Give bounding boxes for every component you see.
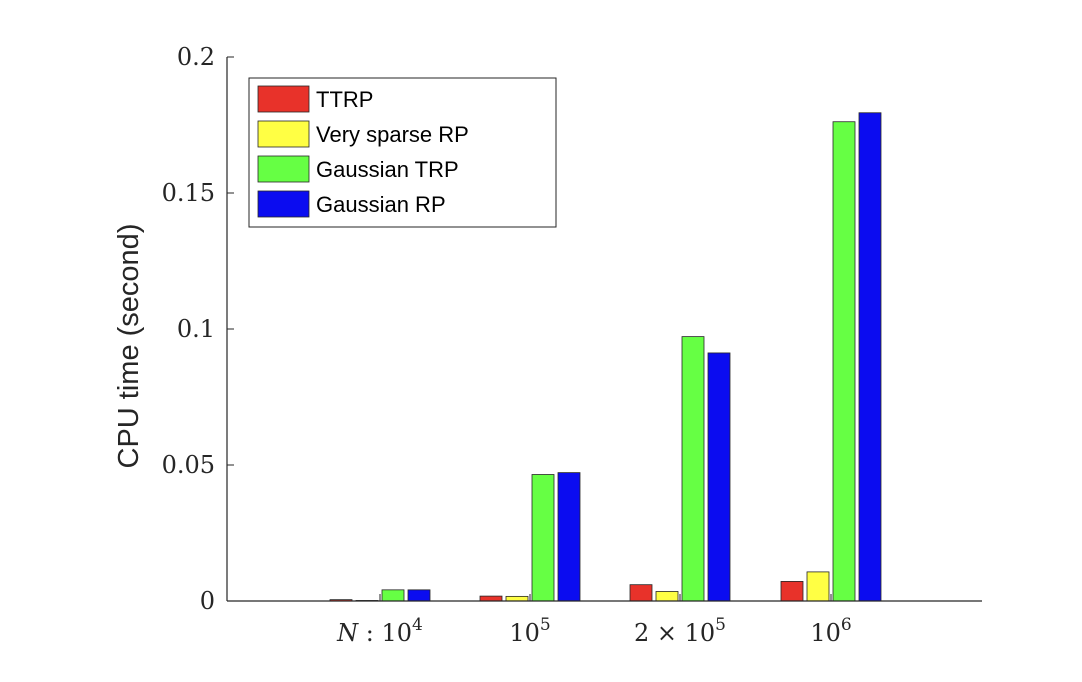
legend-swatch-gaussian-rp (257, 190, 310, 218)
bar-very-sparse-rp-1 (505, 595, 529, 602)
bar-gaussian-trp-0 (381, 589, 405, 602)
y-tick-label: 0 (200, 587, 215, 615)
bar-gaussian-trp-3 (832, 121, 856, 602)
x-tick-label: N : 104 (336, 615, 423, 647)
bars-group (329, 112, 882, 602)
bar-gaussian-trp-2 (681, 336, 705, 602)
legend-label: TTRP (316, 87, 373, 112)
bar-very-sparse-rp-3 (806, 571, 830, 602)
bar-ttrp-2 (629, 584, 653, 602)
legend-swatch-very-sparse-rp (257, 120, 310, 148)
bar-gaussian-trp-1 (531, 474, 555, 602)
y-tick-label: 0.05 (162, 451, 215, 479)
legend-label: Gaussian RP (316, 192, 446, 217)
y-ticks-group: 0 0.05 0.1 0.15 0.2 (162, 43, 234, 615)
x-ticks-group: N : 104 105 2 × 105 106 (336, 594, 852, 647)
bar-gaussian-rp-2 (707, 352, 731, 602)
legend: TTRP Very sparse RP Gaussian TRP Gaussian R… (248, 77, 557, 228)
bar-ttrp-3 (780, 581, 804, 602)
bar-very-sparse-rp-2 (655, 591, 679, 602)
x-tick-label: 2 × 105 (634, 615, 726, 647)
bar-gaussian-rp-0 (407, 589, 431, 602)
bar-gaussian-rp-3 (858, 112, 882, 602)
x-tick-label: 106 (810, 615, 851, 647)
legend-label: Very sparse RP (316, 122, 469, 147)
legend-swatch-ttrp (257, 85, 310, 113)
x-tick-label: 105 (509, 615, 550, 647)
y-tick-label: 0.15 (162, 179, 215, 207)
y-tick-label: 0.1 (177, 315, 215, 343)
y-tick-label: 0.2 (177, 43, 215, 71)
y-axis-label: CPU time (second) (113, 224, 145, 469)
legend-label: Gaussian TRP (316, 157, 459, 182)
legend-swatch-gaussian-trp (257, 155, 310, 183)
bar-ttrp-1 (479, 595, 503, 602)
bar-gaussian-rp-1 (557, 472, 581, 602)
